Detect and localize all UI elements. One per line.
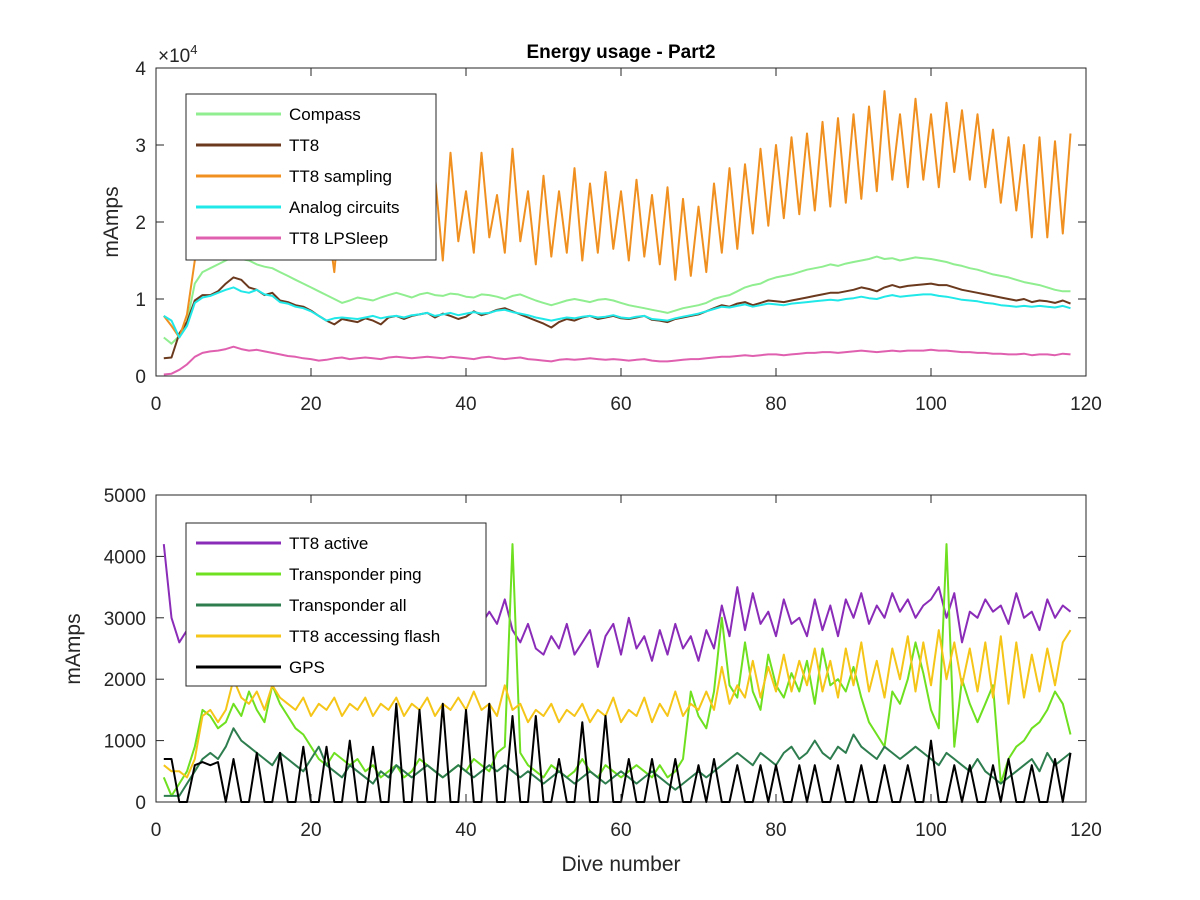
series-line-gps <box>163 702 1072 803</box>
legend-label-analog-circuits: Analog circuits <box>289 198 400 217</box>
legend-label-transponder-all: Transponder all <box>289 596 407 615</box>
bottom-y-tick-label: 0 <box>135 793 146 814</box>
top-exponent-label: ×104 <box>158 42 197 67</box>
legend-label-gps: GPS <box>289 658 325 677</box>
legend-label-tt8-sampling: TT8 sampling <box>289 167 392 186</box>
bottom-x-tick-label: 80 <box>765 820 786 841</box>
bottom-x-tick-label: 120 <box>1070 820 1102 841</box>
bottom-x-tick-label: 40 <box>455 820 476 841</box>
bottom-x-axis-label: Dive number <box>561 853 680 876</box>
bottom-y-ticks: 0 1000 2000 3000 4000 5000 <box>104 486 1086 814</box>
top-x-ticks: 0 20 40 60 80 100 120 <box>151 68 1102 415</box>
legend-label-tt8-accessing-flash: TT8 accessing flash <box>289 627 440 646</box>
bottom-y-axis-label: mAmps <box>62 613 85 684</box>
bottom-x-tick-label: 60 <box>610 820 631 841</box>
series-line-compass <box>163 255 1071 345</box>
bottom-y-tick-label: 2000 <box>104 670 146 691</box>
bottom-x-tick-label: 0 <box>151 820 162 841</box>
legend-label-compass: Compass <box>289 105 361 124</box>
legend-label-tt8-active: TT8 active <box>289 534 368 553</box>
top-x-tick-label: 0 <box>151 394 162 415</box>
bottom-legend: TT8 active Transponder ping Transponder al… <box>185 522 487 687</box>
top-x-tick-label: 40 <box>455 394 476 415</box>
top-x-tick-label: 120 <box>1070 394 1102 415</box>
top-y-tick-label: 0 <box>135 367 146 388</box>
bottom-x-ticks: 0 20 40 60 80 100 120 <box>151 495 1102 841</box>
top-y-tick-label: 3 <box>135 136 146 157</box>
series-line-tt8-accessing-flash <box>163 629 1072 779</box>
top-y-tick-label: 4 <box>135 59 146 80</box>
top-legend: Compass TT8 TT8 sampling Analog circuits TT8… <box>185 93 437 261</box>
bottom-y-tick-label: 1000 <box>104 732 146 753</box>
bottom-y-tick-label: 4000 <box>104 547 146 568</box>
bottom-x-tick-label: 20 <box>300 820 321 841</box>
bottom-x-tick-label: 100 <box>915 820 947 841</box>
chart-title: Energy usage - Part2 <box>526 42 715 63</box>
top-y-tick-label: 1 <box>135 290 146 311</box>
bottom-y-tick-label: 5000 <box>104 486 146 507</box>
top-y-tick-label: 2 <box>135 213 146 234</box>
top-panel: Energy usage - Part2 0 20 40 60 80 100 120 0 1 2… <box>100 42 1102 415</box>
series-line-tt8-lpsleep <box>163 345 1071 376</box>
series-line-analog-circuits <box>163 286 1071 339</box>
legend-label-tt8-lpsleep: TT8 LPSleep <box>289 229 388 248</box>
top-x-tick-label: 60 <box>610 394 631 415</box>
bottom-y-tick-label: 3000 <box>104 609 146 630</box>
series-line-transponder-all <box>163 727 1072 797</box>
top-x-tick-label: 80 <box>765 394 786 415</box>
top-y-ticks: 0 1 2 3 4 <box>135 59 1086 388</box>
legend-label-tt8: TT8 <box>289 136 319 155</box>
top-x-tick-label: 100 <box>915 394 947 415</box>
bottom-panel: 0 20 40 60 80 100 120 0 1000 2000 3000 4000 5000 mA… <box>62 486 1102 876</box>
top-x-tick-label: 20 <box>300 394 321 415</box>
top-y-axis-label: mAmps <box>100 186 123 257</box>
legend-label-transponder-ping: Transponder ping <box>289 565 422 584</box>
